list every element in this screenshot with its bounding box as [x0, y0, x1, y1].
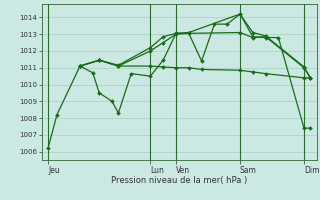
X-axis label: Pression niveau de la mer( hPa ): Pression niveau de la mer( hPa ) [111, 176, 247, 185]
